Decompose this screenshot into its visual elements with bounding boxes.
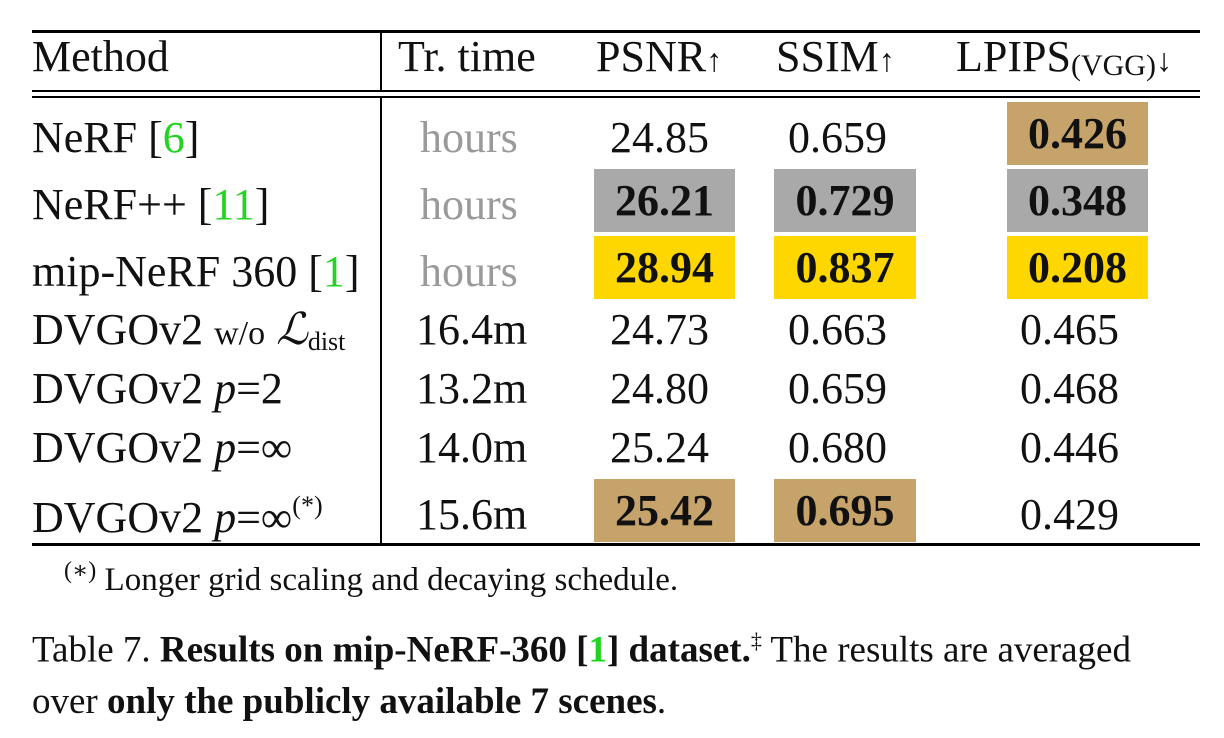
method-p-symbol: p: [214, 364, 237, 413]
highlight-second-lpips-nerfpp: 0.348: [1007, 169, 1148, 232]
citation-link[interactable]: 11: [212, 180, 255, 229]
arrow-up-icon: ↑: [878, 42, 895, 78]
cell-time-dvgo-inf-star: 15.6m: [416, 490, 528, 539]
highlight-first-ssim-mip360: 0.837: [774, 236, 916, 299]
cell-lpips-dvgo-inf-star: 0.429: [1020, 490, 1119, 539]
cell-time-dvgo-wo-ldist: 16.4m: [416, 305, 528, 354]
cell-time-dvgo-p2: 13.2m: [416, 364, 528, 413]
header-psnr: PSNR↑: [596, 35, 722, 79]
cell-ssim-mip360: 0.837: [795, 243, 895, 292]
cell-lpips-nerfpp: 0.348: [1028, 176, 1127, 225]
cell-method-dvgo-inf-star: DVGOv2 p=∞(*): [32, 493, 323, 540]
cell-ssim-dvgo-pinf: 0.680: [788, 423, 887, 472]
table-header-rule: [32, 90, 1200, 92]
table-bottom-rule: [32, 543, 1200, 546]
method-bracket: ]: [184, 113, 200, 162]
footnote-marker: (*): [292, 491, 323, 520]
header-ssim-label: SSIM: [776, 32, 879, 81]
cell-psnr-dvgo-inf-star: 25.42: [615, 486, 714, 535]
highlight-third-ssim-dvgo-inf-star: 0.695: [774, 479, 916, 542]
header-ssim: SSIM↑: [776, 35, 895, 79]
cell-method-dvgo-wo-ldist: DVGOv2 w/o ℒdist: [32, 308, 345, 355]
arrow-down-icon: ↓: [1155, 42, 1172, 78]
caption-label: Table 7.: [32, 629, 160, 671]
table-caption: Table 7. Results on mip-NeRF-360 [1] dat…: [32, 615, 1200, 728]
cell-lpips-nerf: 0.426: [1028, 109, 1127, 158]
cell-ssim-nerfpp: 0.729: [795, 176, 895, 225]
highlight-third-psnr-dvgo-inf-star: 25.42: [594, 479, 735, 542]
cell-lpips-dvgo-p2: 0.468: [1020, 364, 1119, 413]
method-name: mip-NeRF 360 [: [32, 247, 323, 296]
method-bracket: ]: [344, 247, 360, 296]
highlight-second-psnr-nerfpp: 26.21: [594, 169, 735, 232]
cell-method-nerfpp: NeRF++ [11]: [32, 183, 269, 227]
header-lpips-sub: (VGG): [1070, 49, 1156, 82]
citation-link[interactable]: 6: [162, 113, 185, 162]
method-p-symbol: p: [214, 493, 237, 542]
method-name: DVGOv2: [32, 305, 215, 354]
header-lpips: LPIPS(VGG)↓: [956, 35, 1172, 81]
cell-ssim-dvgo-inf-star: 0.695: [795, 486, 895, 535]
method-loss-subscript: dist: [307, 327, 346, 356]
citation-link[interactable]: 1: [322, 247, 345, 296]
table-footnote: (∗) Longer grid scaling and decaying sch…: [64, 556, 678, 599]
cell-method-mip360: mip-NeRF 360 [1]: [32, 250, 360, 294]
cell-method-dvgo-pinf: DVGOv2 p=∞: [32, 426, 292, 470]
caption-citation-link[interactable]: 1: [588, 629, 607, 671]
cell-time-dvgo-pinf: 14.0m: [416, 423, 528, 472]
cell-time-nerfpp: hours: [420, 180, 518, 229]
caption-bold-emphasis: only the publicly available 7 scenes: [107, 681, 657, 723]
highlight-second-ssim-nerfpp: 0.729: [774, 169, 916, 232]
method-loss-symbol: ℒ: [276, 305, 308, 354]
method-name: NeRF++ [: [32, 180, 213, 229]
highlight-third-lpips-nerf: 0.426: [1007, 102, 1148, 165]
cell-lpips-mip360: 0.208: [1028, 243, 1127, 292]
table-column-divider-top: [380, 30, 382, 92]
caption-text: The results are averaged over: [32, 629, 1131, 723]
cell-psnr-dvgo-p2: 24.80: [610, 364, 709, 413]
cell-psnr-mip360: 28.94: [615, 243, 714, 292]
cell-time-mip360: hours: [420, 247, 518, 296]
table-header-rule-2: [32, 96, 1200, 98]
highlight-first-lpips-mip360: 0.208: [1007, 236, 1148, 299]
cell-time-nerf: hours: [420, 113, 518, 162]
cell-lpips-dvgo-pinf: 0.446: [1020, 423, 1119, 472]
cell-psnr-dvgo-wo-ldist: 24.73: [610, 305, 709, 354]
highlight-first-psnr-mip360: 28.94: [594, 236, 735, 299]
method-p-value: =∞: [236, 423, 293, 472]
method-name: NeRF [: [32, 113, 163, 162]
cell-method-nerf: NeRF [6]: [32, 116, 199, 160]
header-psnr-label: PSNR: [596, 32, 707, 81]
footnote-mark: (∗): [64, 558, 97, 584]
caption-bold-title: Results on mip-NeRF-360 [: [159, 629, 589, 671]
method-name: DVGOv2: [32, 423, 215, 472]
method-bracket: ]: [254, 180, 270, 229]
cell-method-dvgo-p2: DVGOv2 p=2: [32, 367, 283, 411]
caption-period: .: [656, 681, 667, 723]
header-lpips-label: LPIPS: [956, 32, 1071, 81]
table-top-rule: [32, 30, 1200, 33]
cell-ssim-dvgo-p2: 0.659: [788, 364, 887, 413]
caption-dagger: ‡: [750, 628, 762, 653]
method-p-value: =2: [236, 364, 283, 413]
cell-psnr-nerf: 24.85: [610, 113, 709, 162]
header-training-time: Tr. time: [398, 32, 536, 81]
cell-ssim-dvgo-wo-ldist: 0.663: [788, 305, 887, 354]
footnote-text: Longer grid scaling and decaying schedul…: [96, 562, 679, 598]
method-p-value: =∞: [236, 493, 293, 542]
cell-lpips-dvgo-wo-ldist: 0.465: [1020, 305, 1119, 354]
arrow-up-icon: ↑: [706, 42, 723, 78]
method-name: DVGOv2: [32, 364, 215, 413]
table-column-divider-body: [380, 96, 382, 544]
caption-bold-title-end: ] dataset.: [606, 629, 751, 671]
method-without: w/o: [214, 315, 266, 352]
header-method: Method: [32, 32, 169, 81]
method-name: DVGOv2: [32, 493, 215, 542]
method-p-symbol: p: [214, 423, 237, 472]
cell-psnr-dvgo-pinf: 25.24: [610, 423, 709, 472]
cell-psnr-nerfpp: 26.21: [615, 176, 714, 225]
cell-ssim-nerf: 0.659: [788, 113, 887, 162]
